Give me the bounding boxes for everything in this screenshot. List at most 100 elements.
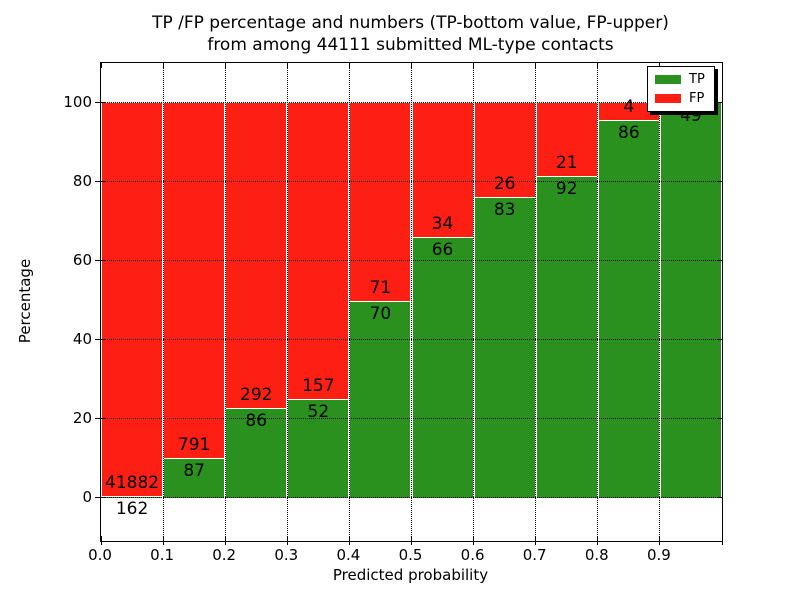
chart-title-line2: from among 44111 submitted ML-type conta…	[207, 35, 614, 55]
gridline-horizontal	[101, 418, 722, 420]
y-tick-label: 100	[63, 92, 92, 111]
tp-bar-segment	[474, 196, 535, 498]
x-tick-mark	[597, 541, 599, 545]
fp-bar-segment	[164, 102, 225, 459]
x-tick-mark	[286, 536, 288, 541]
gridline-horizontal	[101, 497, 722, 499]
tp-bar-segment	[660, 102, 721, 498]
fp-bar-segment	[536, 102, 597, 176]
y-tick-mark	[95, 418, 100, 420]
x-tick-mark	[473, 541, 475, 545]
gridline-vertical	[348, 63, 350, 541]
legend-swatch-tp-icon	[655, 75, 681, 84]
gridline-vertical	[473, 63, 475, 541]
y-tick-mark	[717, 181, 722, 182]
x-tick-mark	[721, 541, 723, 545]
y-tick-label: 20	[72, 408, 92, 427]
legend-swatch-fp-icon	[655, 94, 681, 103]
fp-count-label: 4	[623, 97, 635, 118]
x-tick-label: 0.9	[646, 546, 671, 564]
fp-count-label: 791	[177, 435, 211, 456]
x-tick-mark	[162, 63, 164, 68]
x-tick-label: 0.7	[522, 546, 547, 564]
x-tick-mark	[286, 541, 288, 545]
legend: TP FP	[647, 66, 715, 112]
gridline-vertical	[411, 63, 412, 541]
x-tick-mark	[535, 63, 537, 68]
y-tick-label: 0	[82, 487, 92, 506]
fp-count-label: 157	[302, 376, 335, 397]
y-tick-mark	[101, 497, 106, 499]
fp-count-label: 41882	[105, 473, 160, 494]
y-tick-mark	[717, 418, 722, 420]
tp-count-label: 52	[307, 402, 330, 423]
fp-count-label: 34	[431, 213, 454, 234]
gridline-horizontal	[101, 102, 722, 103]
y-tick-mark	[101, 418, 106, 420]
tp-bar-segment	[536, 175, 597, 498]
x-tick-label: 0.2	[212, 546, 237, 564]
gridline-vertical	[597, 63, 599, 541]
x-tick-mark	[411, 541, 412, 545]
y-tick-label: 60	[72, 250, 92, 269]
x-tick-mark	[411, 536, 412, 541]
x-tick-mark	[100, 541, 102, 545]
y-tick-mark	[101, 181, 106, 182]
tp-count-label: 66	[431, 239, 454, 260]
x-tick-mark	[473, 536, 475, 541]
legend-entry: TP	[655, 73, 707, 86]
x-tick-mark	[224, 536, 226, 541]
x-tick-label: 0.8	[584, 546, 609, 564]
gridline-vertical	[224, 63, 226, 541]
x-tick-mark	[721, 536, 723, 541]
x-tick-mark	[659, 63, 661, 68]
tp-bar-segment	[598, 120, 659, 498]
x-tick-mark	[348, 536, 350, 541]
fp-bar-segment	[598, 102, 659, 121]
x-tick-mark	[224, 63, 226, 68]
x-tick-mark	[659, 536, 661, 541]
gridline-vertical	[535, 63, 537, 541]
tp-bar-segment	[102, 496, 163, 498]
x-tick-mark	[100, 63, 102, 68]
gridline-horizontal	[101, 181, 722, 182]
x-tick-label: 0.1	[150, 546, 175, 564]
y-tick-mark	[717, 102, 722, 103]
gridline-horizontal	[101, 260, 722, 262]
chart-title: TP /FP percentage and numbers (TP-bottom…	[100, 12, 721, 56]
y-tick-mark	[95, 497, 100, 499]
y-tick-mark	[95, 181, 100, 182]
x-tick-mark	[473, 63, 475, 68]
y-tick-mark	[95, 260, 100, 262]
y-tick-mark	[101, 339, 106, 341]
gridline-vertical	[659, 63, 661, 541]
fp-bar-segment	[412, 102, 473, 237]
x-tick-mark	[659, 541, 661, 545]
x-tick-label: 0.0	[88, 546, 112, 564]
tp-bar-segment	[288, 399, 349, 498]
gridline-horizontal	[101, 339, 722, 341]
tp-count-label: 70	[369, 304, 392, 325]
x-tick-label: 0.3	[274, 546, 299, 564]
tp-count-label: 86	[618, 123, 640, 144]
y-tick-label: 40	[72, 329, 92, 348]
fp-bar-segment	[102, 102, 163, 497]
y-tick-mark	[717, 260, 722, 262]
y-tick-mark	[101, 102, 106, 103]
legend-entry-label: FP	[689, 91, 705, 106]
x-tick-mark	[411, 63, 412, 68]
fp-count-label: 292	[240, 384, 273, 405]
x-tick-mark	[162, 536, 164, 541]
x-tick-mark	[597, 63, 599, 68]
x-tick-label: 0.4	[336, 546, 361, 564]
tp-bar-segment	[412, 236, 473, 498]
y-tick-mark	[95, 339, 100, 341]
x-tick-mark	[224, 541, 226, 545]
x-tick-mark	[535, 541, 537, 545]
fp-bar-segment	[226, 102, 287, 408]
y-tick-label: 80	[72, 171, 92, 190]
x-tick-mark	[100, 536, 102, 541]
fp-count-label: 26	[493, 173, 516, 194]
fp-count-label: 71	[369, 278, 392, 299]
